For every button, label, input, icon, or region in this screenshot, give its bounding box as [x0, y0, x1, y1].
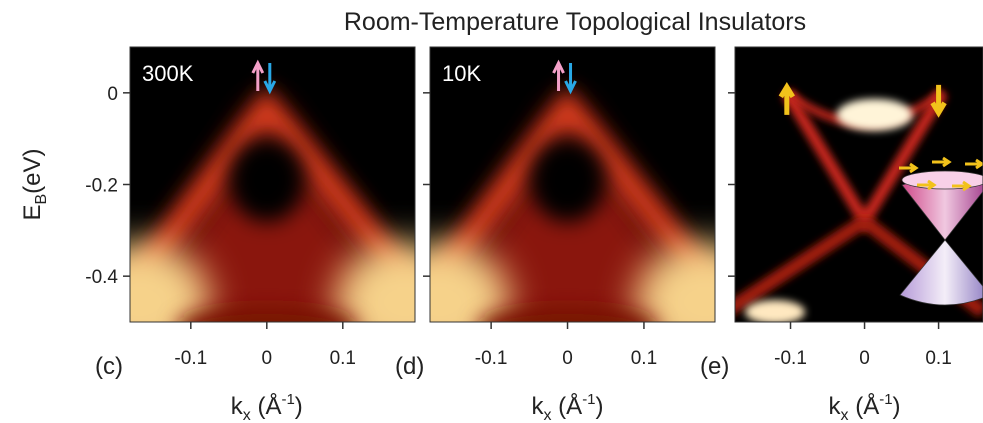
y-tick-label: -0.2 [85, 176, 118, 197]
x-label-unit: (Å [251, 392, 282, 420]
bulk-left [430, 242, 510, 322]
x-label-close: ) [295, 393, 303, 420]
panel: 10K -0.1 0 0.1 (d) kx (Å-1) [395, 46, 716, 423]
x-label-sub: x [243, 407, 251, 423]
temperature-label: 10K [442, 61, 481, 86]
x-tick-label: 0.1 [925, 348, 951, 369]
y-tick-label: 0 [107, 84, 118, 105]
y-label-unit: (eV) [19, 148, 46, 193]
panel: 300K 0 -0.2 -0.4 -0.1 0 0.1 (c) kx (Å-1) EB(eV) [19, 46, 416, 423]
x-label-main: k [231, 393, 244, 420]
conduction-blob [836, 98, 913, 131]
x-label-exp: -1 [879, 391, 892, 408]
dark-core [228, 137, 305, 222]
spin-arrow [932, 156, 952, 168]
spin-down-arrow [930, 84, 947, 118]
spin-up-arrow [552, 59, 565, 91]
spin-arrow [952, 180, 972, 192]
arpes-image [130, 47, 415, 322]
x-label-main: k [532, 393, 545, 420]
x-label-close: ) [596, 393, 604, 420]
x-tick-label: 0 [859, 348, 870, 369]
bulk-center [480, 307, 655, 322]
x-label-exp: -1 [281, 391, 294, 408]
bulk-left [745, 300, 805, 322]
panel: -0.1 0 0.1 (e) kx (Å-1) [700, 46, 983, 423]
y-label-main: E [19, 205, 46, 221]
panel-label: (d) [395, 353, 424, 380]
bulk-right [335, 242, 415, 322]
x-tick-label: 0 [262, 348, 273, 369]
x-tick-label: 0.1 [631, 348, 657, 369]
dark-core [529, 137, 606, 222]
cone-lower [899, 239, 983, 306]
bulk-right [635, 242, 715, 322]
x-label-unit: (Å [849, 392, 880, 420]
x-label-sub: x [841, 407, 849, 423]
spin-up-arrow [778, 81, 795, 115]
bulk-center [179, 307, 354, 322]
x-label-unit: (Å [552, 392, 583, 420]
x-label-sub: x [544, 407, 552, 423]
x-axis-label: kx (Å-1) [231, 391, 303, 423]
panel-label: (e) [700, 353, 729, 380]
x-tick-label: -0.1 [174, 348, 207, 369]
temperature-label: 300K [142, 61, 194, 86]
arpes-image [735, 47, 983, 322]
spin-down-arrow [263, 63, 277, 95]
figure-title: Room-Temperature Topological Insulators [344, 8, 806, 36]
x-tick-label: -0.1 [475, 348, 508, 369]
spin-arrow [917, 179, 937, 191]
y-tick-label: -0.4 [85, 267, 118, 288]
x-tick-label: 0 [562, 348, 573, 369]
y-axis-label: EB(eV) [19, 148, 50, 220]
x-label-exp: -1 [582, 391, 595, 408]
x-axis-label: kx (Å-1) [532, 391, 604, 423]
dirac-band [430, 86, 715, 311]
spin-up-arrow [251, 59, 265, 91]
x-label-close: ) [893, 393, 901, 420]
x-tick-label: 0.1 [330, 348, 356, 369]
x-axis-label: kx (Å-1) [829, 391, 901, 423]
y-label-sub: B [33, 194, 50, 205]
bulk-left [130, 242, 210, 322]
panel-label: (c) [95, 353, 123, 380]
x-tick-label: -0.1 [774, 348, 807, 369]
spin-arrow [899, 162, 919, 174]
arpes-image [430, 47, 715, 322]
spin-arrow [965, 158, 983, 170]
spin-down-arrow [564, 63, 577, 95]
x-label-main: k [829, 393, 842, 420]
dirac-band [130, 86, 415, 311]
